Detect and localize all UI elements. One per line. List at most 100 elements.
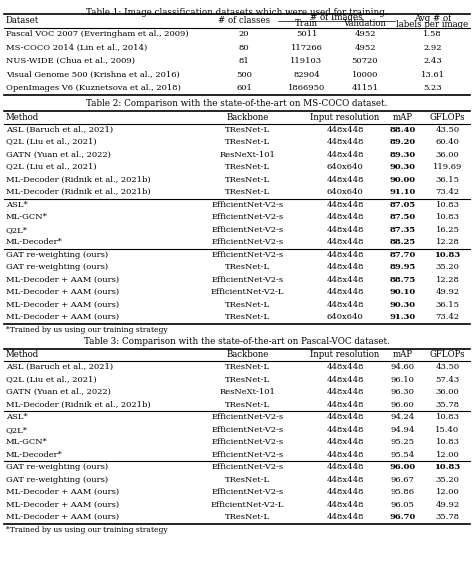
Text: 640x640: 640x640 [327,163,364,171]
Text: 96.60: 96.60 [391,401,414,409]
Text: ResNeXt-101: ResNeXt-101 [219,388,275,396]
Text: 89.95: 89.95 [389,263,416,271]
Text: TResNet-L: TResNet-L [225,163,270,171]
Text: EfficientNet-V2-s: EfficientNet-V2-s [211,450,283,459]
Text: Backbone: Backbone [226,113,269,122]
Text: 43.50: 43.50 [436,126,460,134]
Text: 36.00: 36.00 [436,151,459,159]
Text: 448x448: 448x448 [326,475,364,484]
Text: 1.58: 1.58 [423,30,442,38]
Text: 640x640: 640x640 [327,313,364,321]
Text: 91.10: 91.10 [389,188,416,196]
Text: 87.05: 87.05 [390,201,416,209]
Text: 10.83: 10.83 [436,201,459,209]
Text: 49.92: 49.92 [436,288,460,296]
Text: 448x448: 448x448 [326,363,364,371]
Text: 1866950: 1866950 [288,84,325,93]
Text: TResNet-L: TResNet-L [225,176,270,184]
Text: 10.83: 10.83 [435,251,461,259]
Text: Train: Train [295,19,318,28]
Text: EfficientNet-V2-s: EfficientNet-V2-s [211,413,283,421]
Text: Visual Genome 500 (Krishna et al., 2016): Visual Genome 500 (Krishna et al., 2016) [6,71,180,79]
Text: 15.40: 15.40 [436,426,460,434]
Text: Q2L*: Q2L* [6,426,28,434]
Text: 448x448: 448x448 [326,226,364,234]
Text: 60.40: 60.40 [436,139,459,146]
Text: 35.20: 35.20 [436,475,459,484]
Text: Q2L (Liu et al., 2021): Q2L (Liu et al., 2021) [6,139,97,146]
Text: EfficientNet-V2-s: EfficientNet-V2-s [211,438,283,446]
Text: EfficientNet-V2-s: EfficientNet-V2-s [211,238,283,246]
Text: 448x448: 448x448 [326,176,364,184]
Text: 448x448: 448x448 [326,388,364,396]
Text: 13.61: 13.61 [420,71,445,79]
Text: 117266: 117266 [291,44,322,52]
Text: 640x640: 640x640 [327,188,364,196]
Text: ASL (Baruch et al., 2021): ASL (Baruch et al., 2021) [6,363,113,371]
Text: 119.69: 119.69 [433,163,462,171]
Text: 448x448: 448x448 [326,213,364,221]
Text: 95.54: 95.54 [391,450,415,459]
Text: ML-Decoder + AAM (ours): ML-Decoder + AAM (ours) [6,288,119,296]
Text: # of Images: # of Images [310,13,363,22]
Text: TResNet-L: TResNet-L [225,401,270,409]
Text: 10.83: 10.83 [436,213,459,221]
Text: ML-GCN*: ML-GCN* [6,213,48,221]
Text: 43.50: 43.50 [436,363,460,371]
Text: 95.86: 95.86 [391,488,414,496]
Text: ASL*: ASL* [6,413,28,421]
Text: 96.05: 96.05 [391,501,414,509]
Text: ML-Decoder (Ridnik et al., 2021b): ML-Decoder (Ridnik et al., 2021b) [6,176,151,184]
Text: 448x448: 448x448 [326,139,364,146]
Text: 448x448: 448x448 [326,501,364,509]
Text: 10.83: 10.83 [435,463,461,471]
Text: TResNet-L: TResNet-L [225,475,270,484]
Text: 119103: 119103 [291,57,323,65]
Text: # of classes: # of classes [218,16,270,25]
Text: ML-Decoder + AAM (ours): ML-Decoder + AAM (ours) [6,488,119,496]
Text: GAT re-weighting (ours): GAT re-weighting (ours) [6,263,108,271]
Text: EfficientNet-V2-s: EfficientNet-V2-s [211,426,283,434]
Text: ML-GCN*: ML-GCN* [6,438,48,446]
Text: 10.83: 10.83 [436,413,459,421]
Text: ML-Decoder + AAM (ours): ML-Decoder + AAM (ours) [6,513,119,521]
Text: ResNeXt-101: ResNeXt-101 [219,151,275,159]
Text: 448x448: 448x448 [326,426,364,434]
Text: 88.75: 88.75 [389,276,416,284]
Text: TResNet-L: TResNet-L [225,139,270,146]
Text: Q2L (Liu et al., 2021): Q2L (Liu et al., 2021) [6,376,97,384]
Text: ML-Decoder (Ridnik et al., 2021b): ML-Decoder (Ridnik et al., 2021b) [6,188,151,196]
Text: EfficientNet-V2-s: EfficientNet-V2-s [211,463,283,471]
Text: 57.43: 57.43 [436,376,460,384]
Text: 88.25: 88.25 [390,238,416,246]
Text: EfficientNet-V2-s: EfficientNet-V2-s [211,213,283,221]
Text: 448x448: 448x448 [326,151,364,159]
Text: 96.00: 96.00 [390,463,416,471]
Text: 95.25: 95.25 [391,438,414,446]
Text: GFLOPs: GFLOPs [430,350,465,359]
Text: 4952: 4952 [354,44,376,52]
Text: TResNet-L: TResNet-L [225,301,270,308]
Text: TResNet-L: TResNet-L [225,188,270,196]
Text: 41151: 41151 [352,84,379,93]
Text: TResNet-L: TResNet-L [225,363,270,371]
Text: 96.10: 96.10 [391,376,414,384]
Text: EfficientNet-V2-s: EfficientNet-V2-s [211,251,283,259]
Text: 448x448: 448x448 [326,263,364,271]
Text: 2.92: 2.92 [423,44,442,52]
Text: Dataset: Dataset [6,16,39,25]
Text: Pascal VOC 2007 (Everingham et al., 2009): Pascal VOC 2007 (Everingham et al., 2009… [6,30,189,38]
Text: 73.42: 73.42 [436,313,460,321]
Text: 80: 80 [239,44,249,52]
Text: 448x448: 448x448 [326,238,364,246]
Text: mAP: mAP [392,350,412,359]
Text: 36.15: 36.15 [436,176,459,184]
Text: 87.35: 87.35 [390,226,416,234]
Text: 94.94: 94.94 [390,426,415,434]
Text: Backbone: Backbone [226,350,269,359]
Text: 94.60: 94.60 [391,363,414,371]
Text: GATN (Yuan et al., 2022): GATN (Yuan et al., 2022) [6,151,111,159]
Text: 90.10: 90.10 [390,288,416,296]
Text: MS-COCO 2014 (Lin et al., 2014): MS-COCO 2014 (Lin et al., 2014) [6,44,147,52]
Text: EfficientNet-V2-s: EfficientNet-V2-s [211,488,283,496]
